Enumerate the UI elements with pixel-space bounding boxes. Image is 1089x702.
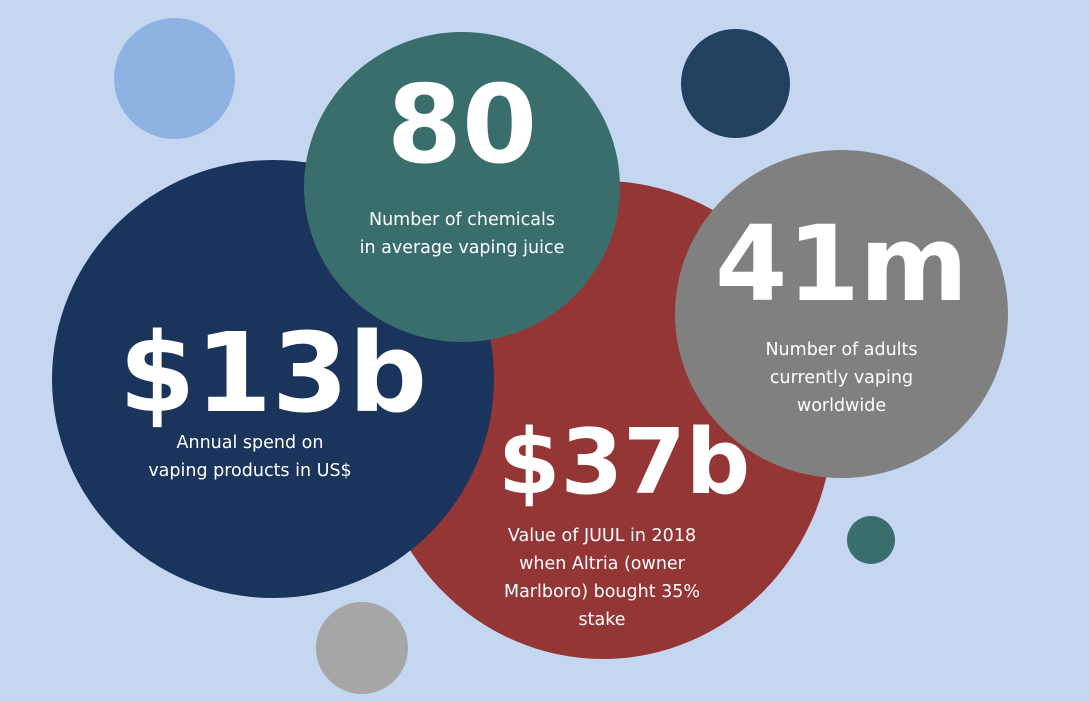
spend-stat-caption: Annual spend on vaping products in US$ xyxy=(100,429,400,485)
caption-line: Annual spend on xyxy=(176,433,324,453)
decorative-circle-navy xyxy=(681,29,790,138)
chemicals-stat-caption: Number of chemicals in average vaping ju… xyxy=(304,206,620,262)
caption-line: Number of chemicals xyxy=(368,210,555,230)
juul-stat-value: $37b xyxy=(497,410,751,515)
chemicals-stat-value: 80 xyxy=(386,63,538,188)
decorative-circle-grey xyxy=(316,602,408,694)
caption-line: worldwide xyxy=(796,396,887,416)
decorative-circle-teal xyxy=(847,516,895,564)
caption-line: vaping products in US$ xyxy=(148,461,352,481)
caption-line: currently vaping xyxy=(769,368,914,388)
adults-stat-value: 41m xyxy=(714,203,969,325)
decorative-circle-light-blue xyxy=(114,18,235,139)
chemicals-stat-circle xyxy=(304,32,620,342)
juul-stat-caption: Value of JUUL in 2018 when Altria (owner… xyxy=(476,522,728,634)
caption-line: Number of adults xyxy=(765,340,918,360)
caption-line: in average vaping juice xyxy=(359,238,565,258)
caption-line: Marlboro) bought 35% xyxy=(503,582,701,602)
caption-line: stake xyxy=(578,610,626,630)
spend-stat-value: $13b xyxy=(118,309,428,437)
caption-line: when Altria (owner xyxy=(519,554,685,574)
caption-line: Value of JUUL in 2018 xyxy=(507,526,697,546)
adults-stat-circle xyxy=(675,150,1008,478)
adults-stat-caption: Number of adults currently vaping worldw… xyxy=(675,336,1008,420)
